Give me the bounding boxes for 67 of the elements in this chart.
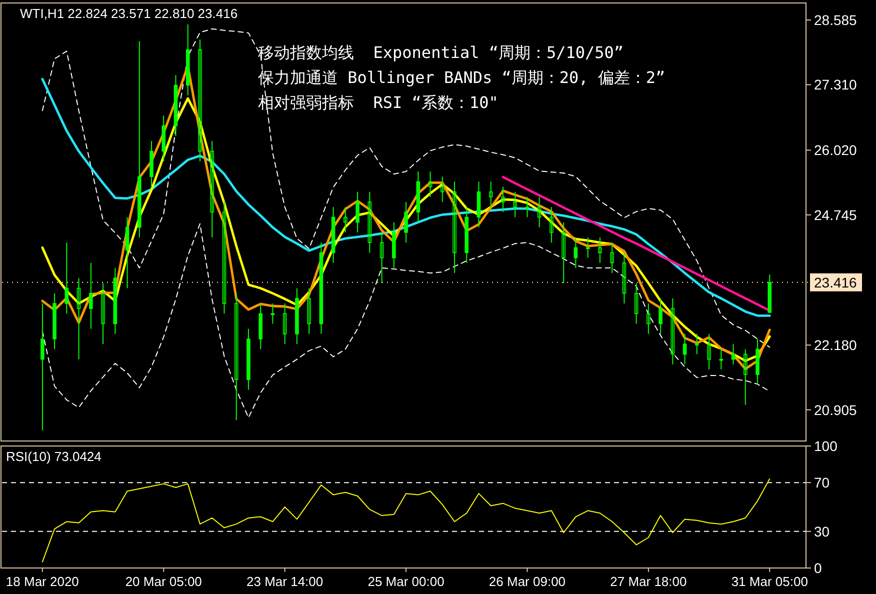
y-tick-label: 0 <box>814 560 822 576</box>
candlestick <box>125 216 130 289</box>
line-series <box>42 28 770 348</box>
x-tick-label: 25 Mar 00:00 <box>368 574 444 589</box>
annotation: 保力加通道 Bollinger BANDs “周期：20, 偏差：2” <box>258 68 666 87</box>
candlestick <box>622 252 626 304</box>
candlestick <box>610 242 614 274</box>
candlestick <box>695 333 699 355</box>
candlestick <box>344 206 348 233</box>
candlestick <box>404 201 408 244</box>
x-tick-label: 27 Mar 18:00 <box>610 574 687 589</box>
annotation: 相对强弱指标 RSI “系数：10" <box>258 93 498 112</box>
candlestick <box>234 292 238 421</box>
candlestick <box>307 288 311 334</box>
x-tick-label: 23 Mar 14:00 <box>246 574 324 589</box>
candlestick <box>670 298 675 365</box>
candlestick <box>598 236 602 264</box>
candlestick <box>488 181 493 208</box>
y-tick-label: 20.905 <box>814 402 858 418</box>
candlestick <box>89 262 93 330</box>
candlestick <box>270 302 275 324</box>
line-series <box>42 223 770 418</box>
candlestick <box>501 186 505 213</box>
y-tick-label: 24.745 <box>814 206 858 223</box>
candlestick <box>513 191 518 218</box>
ref-line-label: 23.416 <box>814 274 858 290</box>
annotation: 移动指数均线 Exponential “周期：5/10/50” <box>258 43 624 62</box>
candlestick <box>525 196 530 218</box>
y-tick-label: 26.020 <box>814 142 858 158</box>
candlestick <box>440 176 444 202</box>
y-tick-label: 70 <box>814 474 830 491</box>
x-tick-label: 31 Mar 05:00 <box>731 574 808 589</box>
candlestick <box>40 302 44 431</box>
x-tick-label: 20 Mar 05:00 <box>125 574 202 589</box>
candlestick <box>76 278 81 360</box>
candlestick <box>574 236 578 268</box>
candlestick <box>368 191 372 254</box>
y-tick-label: 27.310 <box>814 76 858 93</box>
candlestick <box>452 181 456 274</box>
candlestick <box>428 171 432 198</box>
candlestick <box>101 282 105 345</box>
candlestick <box>222 201 226 314</box>
x-tick-label: 18 Mar 2020 <box>6 574 79 589</box>
candlestick <box>380 232 384 284</box>
candlestick <box>682 333 687 365</box>
candlestick <box>64 242 69 314</box>
candlestick <box>586 236 590 258</box>
candlestick <box>646 302 650 334</box>
candlestick <box>356 191 360 233</box>
candlestick <box>537 196 542 228</box>
candlestick <box>634 282 638 324</box>
y-tick-label: 100 <box>814 438 838 454</box>
candlestick <box>658 298 662 334</box>
candlestick <box>707 333 711 370</box>
candlestick <box>198 39 202 162</box>
y-tick-label: 30 <box>814 523 830 540</box>
chart-title: RSI(10) 73.0424 <box>6 449 102 464</box>
candlestick <box>744 348 748 406</box>
candlestick <box>562 222 566 284</box>
candlestick <box>282 302 287 345</box>
line-series <box>42 478 770 562</box>
x-tick-label: 26 Mar 09:00 <box>488 574 566 589</box>
candlestick <box>210 140 214 238</box>
y-tick-label: 22.180 <box>814 337 858 354</box>
candlestick <box>550 206 554 244</box>
chart-title: WTI,H1 22.824 23.571 22.810 23.416 <box>20 6 238 21</box>
y-tick-label: 28.585 <box>814 12 858 28</box>
